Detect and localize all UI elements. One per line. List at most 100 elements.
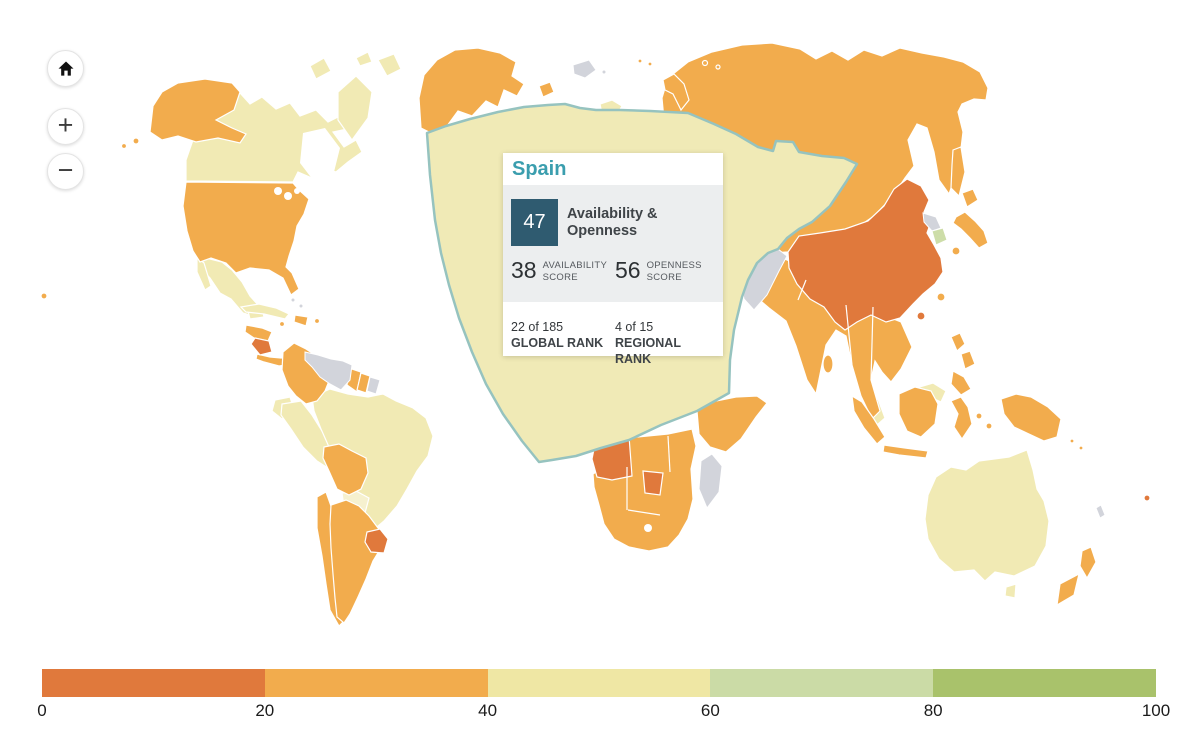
country-iceland[interactable] bbox=[538, 81, 555, 98]
legend-tick: 100 bbox=[1141, 701, 1171, 720]
legend-tick: 0 bbox=[37, 701, 47, 720]
country-fiji[interactable] bbox=[1143, 494, 1151, 502]
great-lakes bbox=[294, 188, 300, 194]
country-zimbabwe[interactable] bbox=[642, 470, 664, 496]
country-solomon-islands[interactable] bbox=[1078, 445, 1084, 451]
country-usa-aleutians[interactable] bbox=[120, 142, 128, 150]
country-bahamas[interactable] bbox=[298, 303, 304, 309]
regional-rank-label: REGIONAL RANK bbox=[615, 336, 681, 366]
legend-segment-0-20 bbox=[42, 669, 265, 697]
country-papua-new-guinea[interactable] bbox=[1000, 393, 1062, 442]
country-indonesia-moluccas[interactable] bbox=[975, 412, 983, 420]
country-philippines[interactable] bbox=[950, 370, 972, 396]
legend-bar bbox=[42, 669, 1156, 697]
country-mexico-baja[interactable] bbox=[196, 255, 212, 291]
country-borders bbox=[627, 509, 661, 516]
country-solomon-islands[interactable] bbox=[1069, 438, 1075, 444]
country-tooltip: Spain 47 Availability & Openness 38 AVAI… bbox=[503, 153, 723, 366]
openness-score-group: 56 OPENNESS SCORE bbox=[615, 257, 719, 284]
legend-segment-80-100 bbox=[933, 669, 1156, 697]
country-japan-kyushu[interactable] bbox=[951, 246, 961, 256]
tooltip-score-panel: 47 Availability & Openness 38 AVAILABILI… bbox=[503, 185, 723, 302]
hudson-bay bbox=[300, 128, 340, 180]
arctic-islet[interactable] bbox=[647, 61, 653, 67]
country-china-hainan[interactable] bbox=[916, 311, 926, 321]
country-french-guiana[interactable] bbox=[366, 376, 381, 395]
arctic-islet[interactable] bbox=[715, 64, 721, 70]
country-canada-baffin-island[interactable] bbox=[337, 75, 373, 142]
great-lakes bbox=[284, 192, 292, 200]
availability-score-value: 38 bbox=[511, 257, 537, 283]
global-rank-label: GLOBAL RANK bbox=[511, 336, 604, 350]
country-madagascar[interactable] bbox=[698, 453, 723, 509]
country-indonesia-sumatra[interactable] bbox=[851, 394, 886, 445]
country-borders bbox=[797, 279, 807, 301]
plus-icon: + bbox=[57, 109, 74, 140]
country-venezuela[interactable] bbox=[304, 351, 353, 391]
arctic-islet[interactable] bbox=[637, 58, 643, 64]
country-philippines[interactable] bbox=[960, 350, 976, 370]
country-canada-arctic-island[interactable] bbox=[355, 51, 373, 67]
country-hispaniola[interactable] bbox=[293, 314, 309, 327]
country-usa-alaska[interactable] bbox=[149, 78, 247, 144]
legend-tick: 40 bbox=[478, 701, 498, 720]
country-australia[interactable] bbox=[924, 449, 1050, 582]
country-bahamas[interactable] bbox=[290, 297, 296, 303]
color-legend: 0 20 40 60 80 100 bbox=[37, 669, 1170, 725]
minus-icon: − bbox=[57, 154, 74, 185]
country-indonesia-sulawesi[interactable] bbox=[950, 396, 973, 441]
country-indonesia-moluccas[interactable] bbox=[985, 422, 993, 430]
zoom-out-button[interactable]: − bbox=[47, 153, 84, 190]
country-suriname[interactable] bbox=[356, 372, 371, 394]
country-sri-lanka[interactable] bbox=[822, 354, 834, 374]
territory-svalbard[interactable] bbox=[601, 69, 607, 75]
region-east-africa[interactable] bbox=[696, 395, 768, 453]
country-russia-sakhalin[interactable] bbox=[950, 146, 966, 198]
country-new-zealand-south[interactable] bbox=[1056, 572, 1080, 607]
legend-segment-60-80 bbox=[710, 669, 934, 697]
availability-score-group: 38 AVAILABILITY SCORE bbox=[511, 257, 615, 284]
country-cuba[interactable] bbox=[239, 303, 290, 320]
country-puerto-rico[interactable] bbox=[313, 317, 321, 325]
country-russia-novaya-zemlya[interactable] bbox=[662, 73, 690, 112]
country-new-zealand-north[interactable] bbox=[1079, 546, 1097, 580]
country-borders bbox=[870, 306, 874, 381]
home-button[interactable] bbox=[47, 50, 84, 87]
legend-tick: 20 bbox=[255, 701, 275, 720]
arctic-islet[interactable] bbox=[701, 59, 709, 67]
country-philippines[interactable] bbox=[950, 332, 966, 352]
country-nicaragua[interactable] bbox=[250, 337, 273, 356]
country-canada-arctic-island[interactable] bbox=[377, 53, 402, 77]
country-borders bbox=[845, 304, 853, 366]
country-greenland[interactable] bbox=[418, 47, 525, 135]
tooltip-country-name: Spain bbox=[512, 158, 567, 180]
country-usa-hawaii[interactable] bbox=[40, 292, 48, 300]
country-australia-tasmania[interactable] bbox=[1004, 583, 1017, 599]
country-jamaica[interactable] bbox=[278, 320, 286, 328]
openness-score-label: OPENNESS SCORE bbox=[646, 260, 702, 283]
country-lesotho[interactable] bbox=[644, 524, 652, 532]
legend-ticks: 0 20 40 60 80 100 bbox=[37, 697, 1170, 720]
country-new-caledonia[interactable] bbox=[1095, 504, 1106, 519]
country-uruguay[interactable] bbox=[364, 528, 389, 554]
openness-score-value: 56 bbox=[615, 257, 641, 283]
country-indonesia-java[interactable] bbox=[882, 444, 929, 459]
country-japan-honshu[interactable] bbox=[952, 211, 989, 249]
legend-tick: 80 bbox=[923, 701, 943, 720]
legend-tick: 60 bbox=[700, 701, 720, 720]
metric-label: Availability & Openness bbox=[567, 205, 658, 239]
country-japan-hokkaido[interactable] bbox=[961, 188, 979, 208]
country-south-korea[interactable] bbox=[931, 227, 948, 246]
country-usa-aleutians[interactable] bbox=[132, 137, 140, 145]
country-canada-arctic-island[interactable] bbox=[309, 57, 332, 80]
country-china[interactable] bbox=[787, 178, 944, 331]
zoom-in-button[interactable]: + bbox=[47, 108, 84, 145]
regional-rank-value: 4 of 15 bbox=[615, 320, 654, 334]
country-taiwan[interactable] bbox=[936, 292, 946, 302]
country-indonesia-borneo[interactable] bbox=[898, 386, 939, 438]
territory-svalbard[interactable] bbox=[572, 59, 597, 79]
country-usa[interactable] bbox=[182, 181, 310, 296]
country-bolivia[interactable] bbox=[322, 443, 369, 496]
